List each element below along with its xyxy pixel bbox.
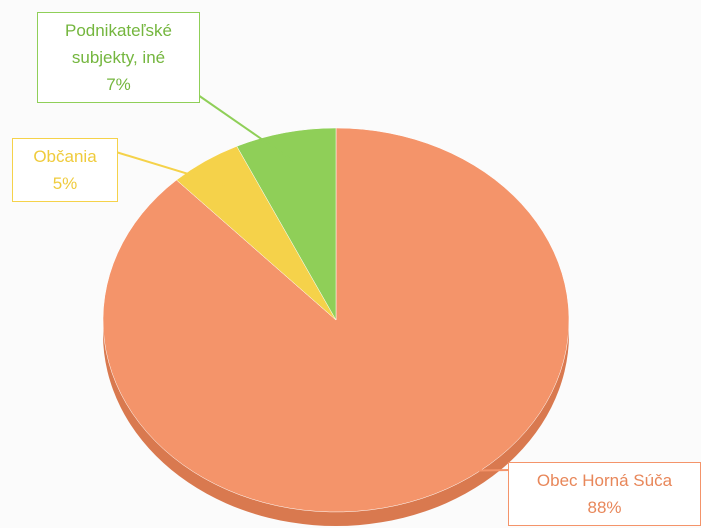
data-label: Podnikateľské subjekty, iné 7% (37, 12, 200, 103)
leader-line (115, 151, 225, 186)
label-name: Podnikateľské subjekty, iné (64, 21, 173, 67)
label-value: 5% (52, 174, 78, 193)
label-value: 88% (587, 498, 622, 517)
label-value: 7% (106, 75, 131, 94)
leader-line (197, 94, 294, 162)
data-label: Obec Horná Súča 88% (508, 462, 701, 526)
leader-line (408, 469, 511, 473)
label-name: Obec Horná Súča (536, 471, 673, 490)
data-label: Občania 5% (12, 138, 118, 202)
pie-slice (236, 127, 337, 321)
label-name: Občania (33, 147, 97, 166)
